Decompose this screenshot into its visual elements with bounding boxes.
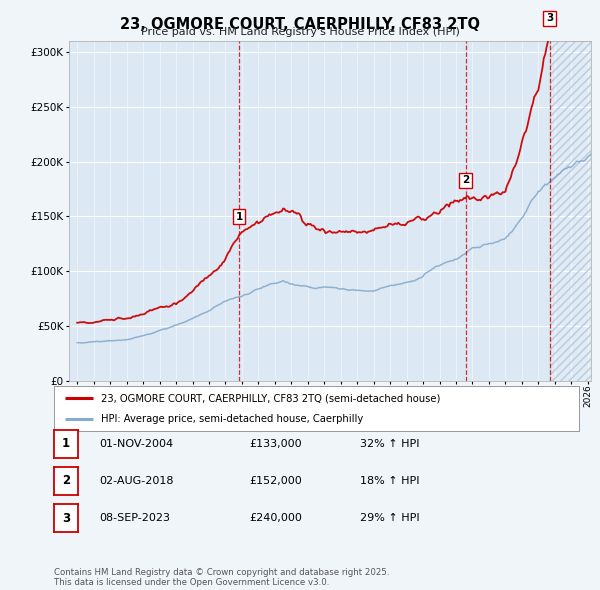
Bar xyxy=(550,41,591,381)
Text: £133,000: £133,000 xyxy=(249,439,302,448)
Text: £152,000: £152,000 xyxy=(249,476,302,486)
Text: 2: 2 xyxy=(62,474,70,487)
Text: 3: 3 xyxy=(62,512,70,525)
Text: 3: 3 xyxy=(546,14,553,24)
Text: HPI: Average price, semi-detached house, Caerphilly: HPI: Average price, semi-detached house,… xyxy=(101,414,364,424)
Text: 18% ↑ HPI: 18% ↑ HPI xyxy=(360,476,419,486)
Text: 2: 2 xyxy=(462,175,469,185)
Text: 23, OGMORE COURT, CAERPHILLY, CF83 2TQ (semi-detached house): 23, OGMORE COURT, CAERPHILLY, CF83 2TQ (… xyxy=(101,394,440,404)
Text: 32% ↑ HPI: 32% ↑ HPI xyxy=(360,439,419,448)
Text: 23, OGMORE COURT, CAERPHILLY, CF83 2TQ: 23, OGMORE COURT, CAERPHILLY, CF83 2TQ xyxy=(120,17,480,31)
Text: 1: 1 xyxy=(62,437,70,450)
Bar xyxy=(550,41,591,381)
Text: 29% ↑ HPI: 29% ↑ HPI xyxy=(360,513,419,523)
Text: £240,000: £240,000 xyxy=(249,513,302,523)
Text: Price paid vs. HM Land Registry's House Price Index (HPI): Price paid vs. HM Land Registry's House … xyxy=(140,27,460,37)
Text: 02-AUG-2018: 02-AUG-2018 xyxy=(99,476,173,486)
Text: 08-SEP-2023: 08-SEP-2023 xyxy=(99,513,170,523)
Text: 01-NOV-2004: 01-NOV-2004 xyxy=(99,439,173,448)
Text: 1: 1 xyxy=(235,212,243,222)
Bar xyxy=(550,41,591,381)
Text: Contains HM Land Registry data © Crown copyright and database right 2025.
This d: Contains HM Land Registry data © Crown c… xyxy=(54,568,389,587)
